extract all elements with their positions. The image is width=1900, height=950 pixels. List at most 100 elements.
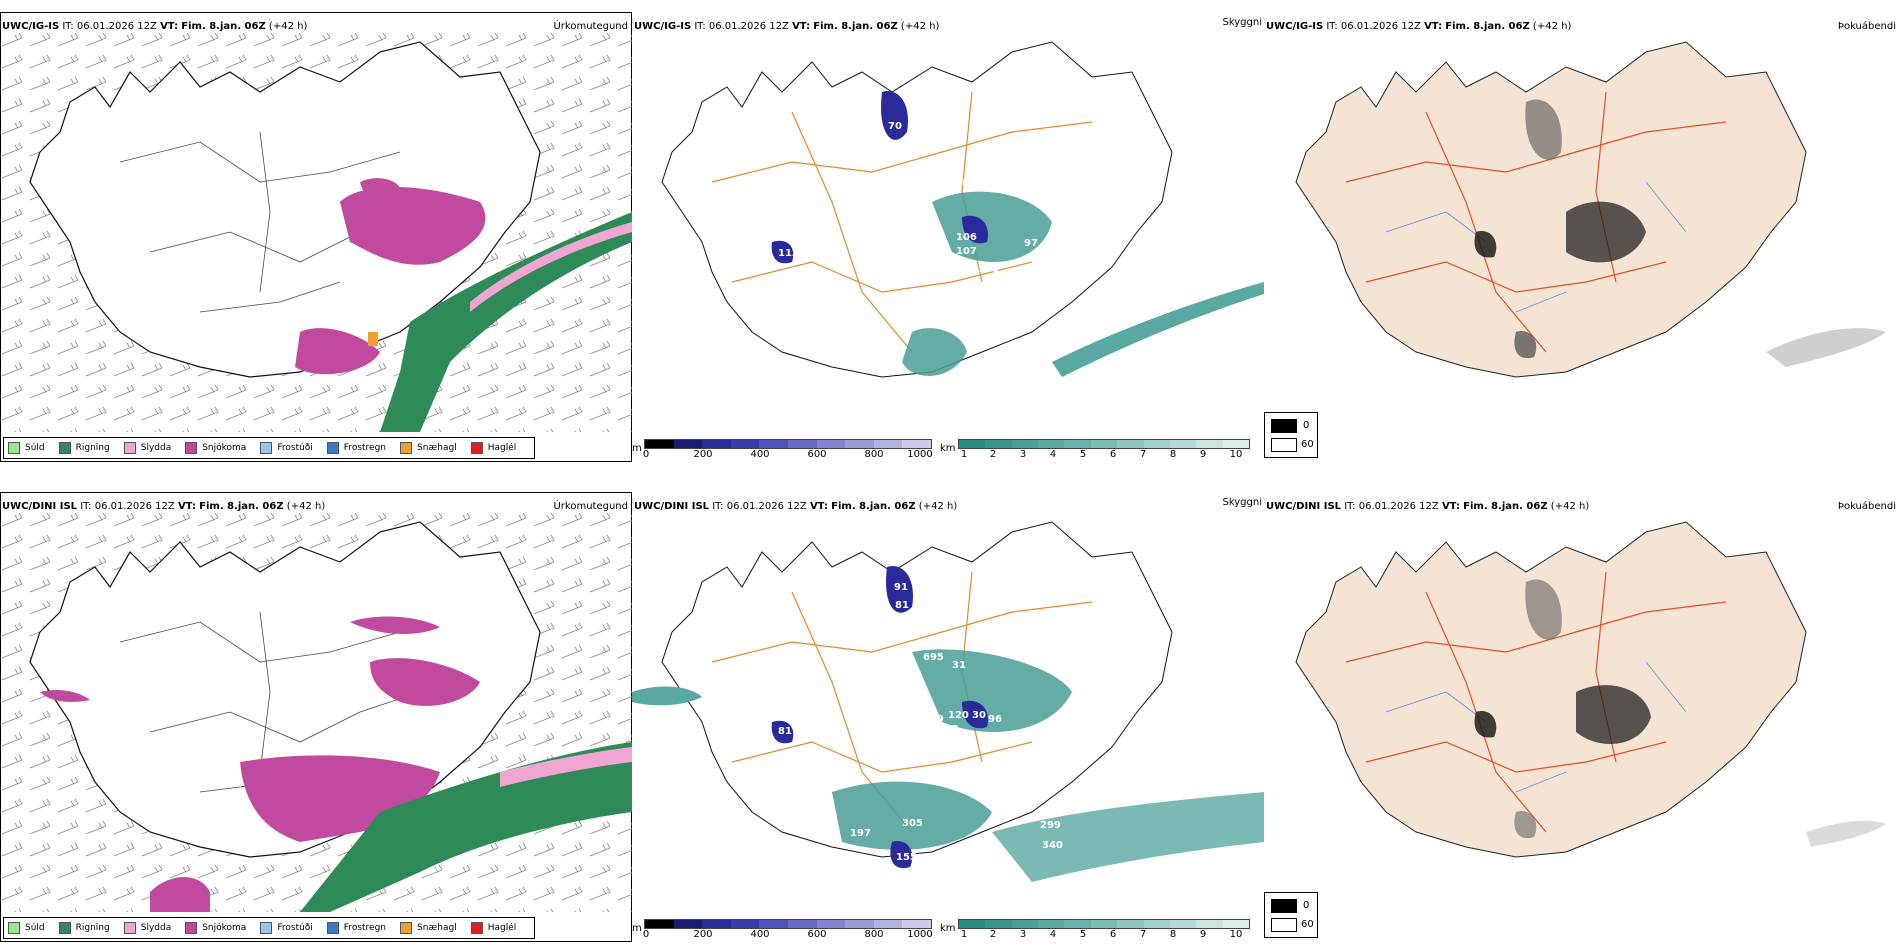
visibility-label: 105 xyxy=(910,378,931,389)
lead-time: (+42 h) xyxy=(286,501,326,512)
visibility-km-colorbar: km 1 2 3 4 5 6 7 8 9 10 xyxy=(940,437,1250,461)
colorbar-swatch xyxy=(1143,920,1170,928)
colorbar-swatch xyxy=(1169,920,1197,928)
legend-swatch xyxy=(8,922,20,934)
legend-item: Frostregn xyxy=(326,922,386,934)
colorbar-swatch xyxy=(759,440,788,448)
iceland-coastline xyxy=(29,41,541,378)
fog-indicator-area xyxy=(1766,328,1886,367)
low-visibility-core xyxy=(886,566,913,613)
panel-title: UWC/IG-IS IT: 06.01.2026 12Z VT: Fim. 8.… xyxy=(634,21,940,32)
fog-indicator-area xyxy=(1514,811,1537,839)
visibility-label: 374 xyxy=(1160,882,1181,893)
visibility-label: 96 xyxy=(988,714,1002,725)
legend-swatch xyxy=(400,922,413,934)
colorbar-swatch xyxy=(673,440,703,448)
colorbar-swatch xyxy=(1011,920,1039,928)
visibility-label: 542 xyxy=(1112,388,1133,399)
colorbar-swatch xyxy=(816,920,846,928)
colorbar-tick: 1 xyxy=(960,929,968,940)
colorbar-swatch xyxy=(1011,440,1039,448)
rain-band xyxy=(300,742,632,912)
snow-pellets-spot xyxy=(368,332,378,346)
visibility-label: 119 xyxy=(976,640,997,651)
init-time: 06.01.2026 12Z xyxy=(708,21,789,32)
visibility-label: 695 xyxy=(923,652,944,663)
colorbar-swatch xyxy=(787,440,817,448)
fog-indicator-area xyxy=(1525,579,1562,640)
visibility-label: 30 xyxy=(972,710,986,721)
colorbar-tick: 1000 xyxy=(907,929,933,940)
reduced-visibility-band xyxy=(1052,282,1264,377)
legend-swatch xyxy=(470,442,483,454)
visibility-label: 91 xyxy=(1020,756,1034,767)
reduced-visibility-area xyxy=(832,781,992,850)
colorbar-swatch xyxy=(1196,440,1223,448)
legend-swatch xyxy=(260,442,273,454)
colorbar-tick: 6 xyxy=(1109,929,1117,940)
fog-indicator-area xyxy=(1566,201,1646,263)
visibility-label: 340 xyxy=(1042,840,1063,851)
visibility-label: 75 xyxy=(908,124,922,135)
colorbar-tick: 10 xyxy=(1229,449,1243,460)
valid-time: Fim. 8.jan. 06Z xyxy=(813,21,898,32)
roads xyxy=(119,611,421,793)
visibility-label: 81 xyxy=(778,726,792,737)
fog-indicator-area xyxy=(1806,820,1886,847)
visibility-labels: 70 75 77 84 136 156 89 112 11 33 99 106 … xyxy=(778,121,1243,432)
colorbar-swatch xyxy=(1196,920,1223,928)
sleet-band xyxy=(470,222,632,312)
colorbar-tick: 8 xyxy=(1169,449,1177,460)
visibility-label: 305 xyxy=(902,818,923,829)
roads xyxy=(119,131,421,313)
colorbar-tick: 1 xyxy=(960,449,968,460)
valid-time: Fim. 8.jan. 06Z xyxy=(831,501,916,512)
precip-type-legend: Súld Rigning Slydda Snjókoma Frostúði Fr… xyxy=(3,917,536,939)
sleet-band xyxy=(500,747,632,787)
colorbar-swatch xyxy=(730,920,760,928)
visibility-label: 156 xyxy=(982,162,1003,173)
colorbar-tick: 9 xyxy=(1199,929,1207,940)
fog-indicator-area xyxy=(1474,711,1497,738)
colorbar-swatch xyxy=(1038,920,1065,928)
colorbar-swatch xyxy=(702,920,731,928)
colorbar-tick: 1000 xyxy=(907,449,933,460)
visibility-panel-top: UWC/IG-IS IT: 06.01.2026 12Z VT: Fim. 8.… xyxy=(632,0,1264,465)
colorbar-swatch xyxy=(959,920,986,928)
valid-time: Fim. 8.jan. 06Z xyxy=(181,21,266,32)
colorbar-swatch xyxy=(1117,920,1144,928)
fog-legend-black-swatch xyxy=(1271,899,1297,913)
legend-swatch xyxy=(400,442,413,454)
visibility-label: 84 xyxy=(928,142,942,153)
visibility-label: 97 xyxy=(1024,238,1038,249)
legend-swatch xyxy=(58,442,71,454)
visibility-label: 70 xyxy=(888,121,902,132)
panel-variable-name: Skyggni xyxy=(1222,17,1262,28)
fog-map xyxy=(1295,521,1886,858)
reduced-visibility-band xyxy=(992,792,1264,882)
visibility-label: 91 xyxy=(894,582,908,593)
visibility-map: 91 4 81 86 36 695 119 81 7 31 149 120 30… xyxy=(632,521,1264,893)
legend-item: Haglél xyxy=(470,922,516,934)
iceland-coastline xyxy=(661,41,1173,378)
colorbar-swatch xyxy=(1143,440,1170,448)
legend-item: Frostúði xyxy=(260,442,313,454)
panel-variable-name: Þokuábendi xyxy=(1837,21,1896,32)
legend-item: Súld xyxy=(8,922,45,934)
visibility-label: 86 xyxy=(1038,722,1052,733)
low-visibility-core xyxy=(962,700,988,729)
visibility-label: 100 xyxy=(978,264,999,275)
colorbar-swatches xyxy=(958,439,1250,449)
precip-type-legend: Súld Rigning Slydda Snjókoma Frostúði Fr… xyxy=(3,437,536,459)
iceland-landmass xyxy=(1295,521,1807,858)
legend-item: Frostúði xyxy=(260,922,313,934)
visibility-label: 153 xyxy=(1222,376,1243,387)
reduced-visibility-band xyxy=(632,686,702,706)
legend-swatch xyxy=(260,922,273,934)
legend-item: Frostregn xyxy=(326,442,386,454)
vt-label: VT: xyxy=(160,21,179,32)
lead-time: (+42 h) xyxy=(900,21,940,32)
visibility-label: 149 xyxy=(923,714,944,725)
visibility-label: 86 xyxy=(926,598,940,609)
init-time: 06.01.2026 12Z xyxy=(94,501,175,512)
